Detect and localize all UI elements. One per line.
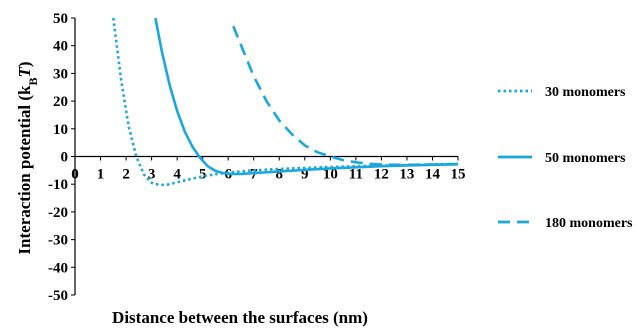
series-line-3 — [232, 25, 459, 167]
y-tick-label: 30 — [53, 66, 68, 82]
legend-label-3: 180 monomers — [545, 216, 633, 231]
x-tick-label: 2 — [122, 167, 130, 183]
series-line-1 — [112, 17, 459, 187]
x-tick-label: 10 — [323, 167, 338, 183]
y-tick-label: -10 — [48, 177, 68, 193]
y-axis-title-prefix: Interaction potential (k — [15, 85, 34, 255]
legend-label-2: 50 monomers — [545, 151, 626, 166]
legend: 30 monomers 50 monomers 180 monomers — [498, 85, 633, 231]
y-tick-label: 50 — [53, 11, 68, 27]
x-tick-label: 15 — [451, 167, 466, 183]
y-tick-label: 10 — [53, 122, 68, 138]
x-tick-label: 1 — [97, 167, 105, 183]
x-axis-title: Distance between the surfaces (nm) — [112, 308, 368, 327]
y-tick-label: 0 — [61, 150, 69, 166]
y-axis-title: Interaction potential (kBT) — [15, 61, 40, 254]
x-tick-label: 13 — [399, 167, 414, 183]
x-tick-label: 11 — [349, 167, 363, 183]
x-tick-label: 8 — [276, 167, 284, 183]
x-tick-label: 5 — [199, 167, 207, 183]
series-line-2 — [154, 17, 459, 176]
y-tick-label: 40 — [53, 39, 68, 55]
y-axis-title-suffix: ) — [15, 61, 34, 67]
y-axis-title-italic: T — [15, 67, 34, 78]
x-tick-label: 3 — [148, 167, 156, 183]
x-tick-label: 0 — [71, 167, 79, 183]
legend-label-1: 30 monomers — [545, 85, 626, 100]
x-tick-label: 9 — [301, 167, 309, 183]
x-tick-label: 12 — [374, 167, 389, 183]
y-tick-label: -50 — [48, 288, 68, 304]
x-tick-label: 4 — [173, 167, 181, 183]
x-tick-label: 7 — [250, 167, 258, 183]
y-tick-label: -30 — [48, 233, 68, 249]
y-tick-label: -40 — [48, 260, 68, 276]
y-tick-label: 20 — [53, 94, 68, 110]
y-axis-title-subscript: B — [26, 78, 40, 86]
x-tick-label: 14 — [425, 167, 441, 183]
y-tick-label: -20 — [48, 205, 68, 221]
